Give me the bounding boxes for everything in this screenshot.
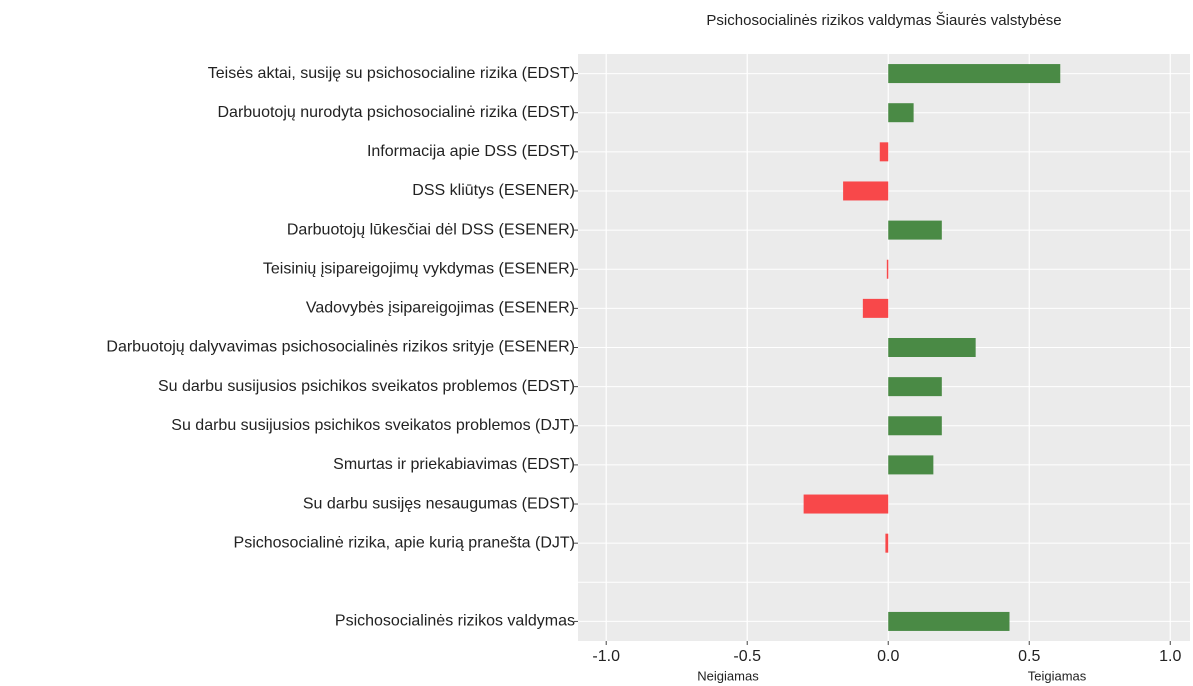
y-tick-label: Su darbu susijusios psichikos sveikatos … xyxy=(158,378,575,395)
bar xyxy=(879,142,889,162)
y-tick-label: Smurtas ir priekabiavimas (EDST) xyxy=(333,456,575,473)
y-tick-label: Su darbu susijusios psichikos sveikatos … xyxy=(171,417,575,434)
x-tick-label: -0.5 xyxy=(733,648,761,665)
y-tick-label: Psichosocialinės rizikos valdymas xyxy=(335,613,575,630)
bar xyxy=(862,298,889,318)
positive-label: Teigiamas xyxy=(1028,668,1087,683)
bar xyxy=(888,416,942,436)
bar xyxy=(886,259,889,279)
y-tick-label: Teisinių įsipareigojimų vykdymas (ESENER… xyxy=(263,260,575,277)
bar xyxy=(888,611,1010,631)
x-tick-label: -1.0 xyxy=(592,648,620,665)
negative-label: Neigiamas xyxy=(697,668,759,683)
bar xyxy=(888,338,976,357)
y-tick-label: Darbuotojų lūkesčiai dėl DSS (ESENER) xyxy=(287,221,575,238)
bar xyxy=(885,533,889,553)
y-tick-label: Darbuotojų nurodyta psichosocialinė rizi… xyxy=(218,104,576,121)
bar xyxy=(803,494,889,514)
y-tick-label: Teisės aktai, susiję su psichosocialine … xyxy=(208,65,575,82)
y-tick-label: Vadovybės įsipareigojimas (ESENER) xyxy=(306,300,575,317)
bar xyxy=(888,64,1061,84)
bar xyxy=(888,455,934,475)
y-tick-label: Darbuotojų dalyvavimas psichosocialinės … xyxy=(106,339,575,356)
y-tick-label: Su darbu susijęs nesaugumas (EDST) xyxy=(303,495,575,512)
bar xyxy=(888,377,942,397)
bar xyxy=(888,220,942,240)
x-tick-label: 0.0 xyxy=(877,648,899,665)
bar xyxy=(888,103,914,123)
y-tick-label: Informacija apie DSS (EDST) xyxy=(367,143,575,160)
x-tick-label: 1.0 xyxy=(1159,648,1181,665)
bar xyxy=(843,181,889,201)
y-tick-label: DSS kliūtys (ESENER) xyxy=(412,182,575,199)
chart-title: Psichosocialinės rizikos valdymas Šiaurė… xyxy=(706,12,1061,29)
x-tick-label: 0.5 xyxy=(1018,648,1040,665)
y-tick-label: Psichosocialinė rizika, apie kurią prane… xyxy=(234,534,575,551)
